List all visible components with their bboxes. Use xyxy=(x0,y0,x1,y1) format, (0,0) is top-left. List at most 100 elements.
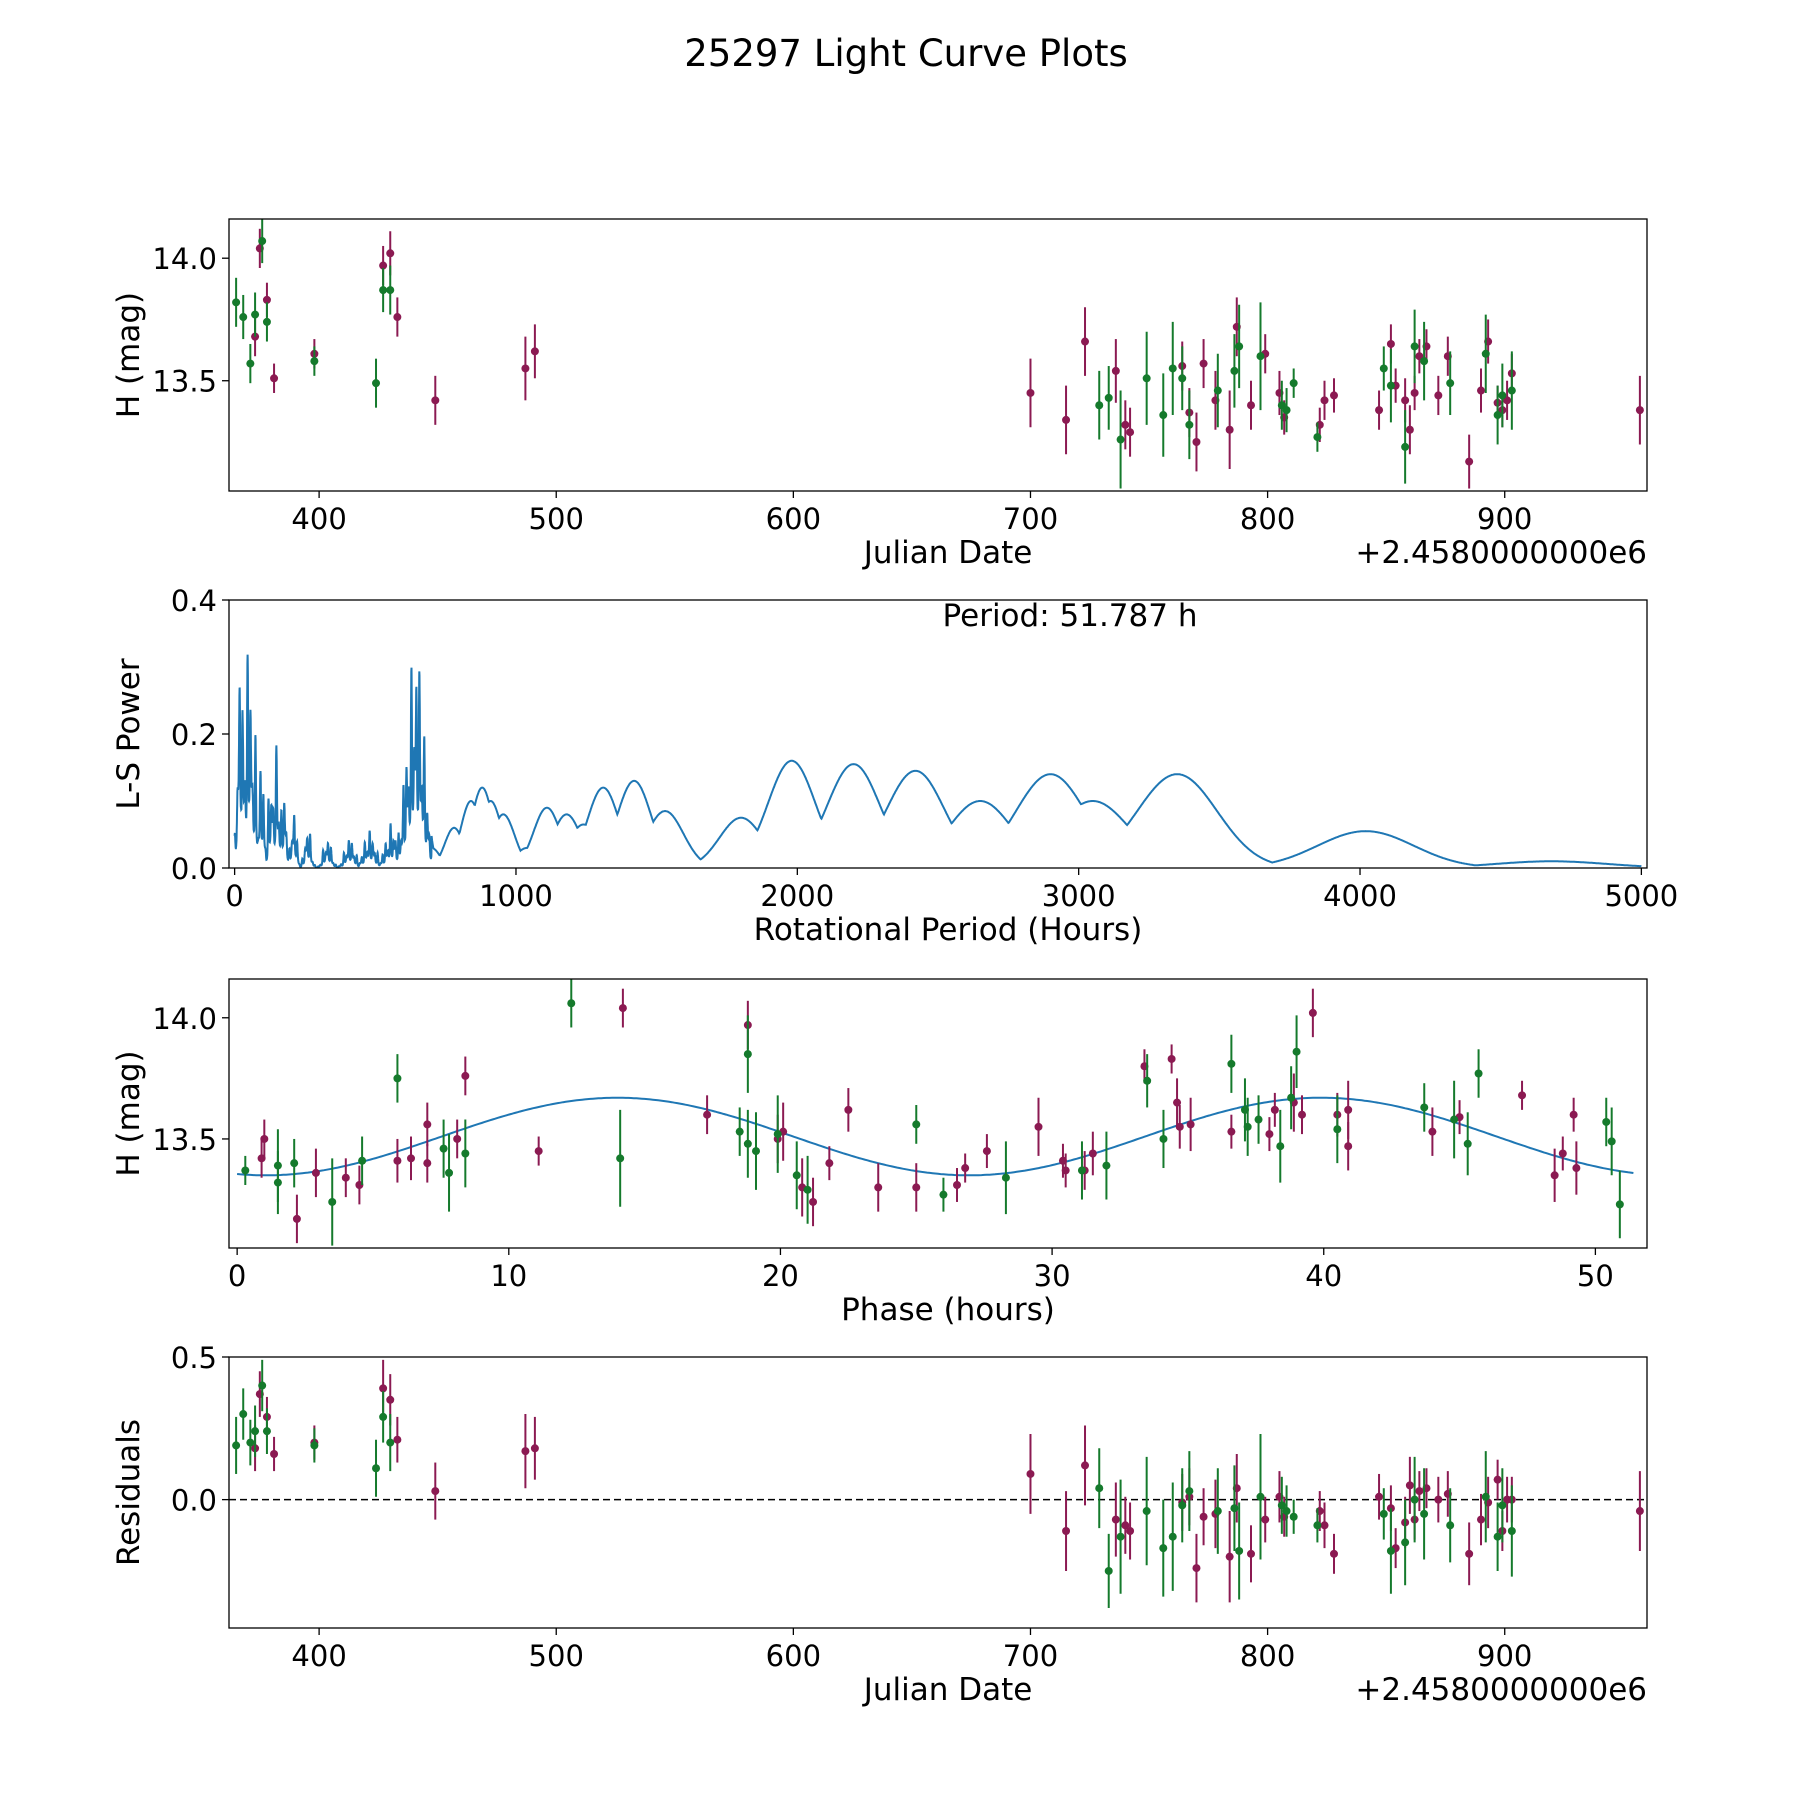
x-offset-label: +2.4580000000e6 xyxy=(1355,1672,1647,1708)
data-point xyxy=(567,999,576,1008)
data-point xyxy=(1507,1527,1516,1536)
data-points-group xyxy=(241,979,1624,1246)
data-point xyxy=(1635,406,1644,415)
data-point xyxy=(1474,1069,1483,1078)
data-point xyxy=(1287,1093,1296,1102)
data-point xyxy=(1344,1142,1353,1151)
data-point xyxy=(232,1441,241,1450)
data-point xyxy=(1192,437,1201,446)
data-point xyxy=(1550,1171,1559,1180)
data-point xyxy=(982,1147,991,1156)
data-point xyxy=(310,1441,319,1450)
data-point xyxy=(1001,1173,1010,1182)
data-point xyxy=(1320,396,1329,405)
data-point xyxy=(461,1149,470,1158)
data-point xyxy=(616,1154,625,1163)
panel-phased-curve: 0 10 20 30 40 50 13.5 14.0 Phase (hours) H (mag) xyxy=(111,978,1648,1328)
data-point xyxy=(372,379,381,388)
data-point xyxy=(1034,1122,1043,1131)
data-point xyxy=(386,1395,395,1404)
data-point xyxy=(1186,1120,1195,1129)
x-tick-label: 800 xyxy=(1240,1639,1295,1673)
data-point xyxy=(1450,1115,1459,1124)
data-point xyxy=(241,1166,250,1175)
data-point xyxy=(773,1130,782,1139)
panel-periodogram: 0 1000 2000 3000 4000 5000 0.0 0.2 0.4 Rotational… xyxy=(111,584,1678,948)
axes-frame xyxy=(228,978,1648,1249)
x-tick-label: 500 xyxy=(529,1639,584,1673)
data-point xyxy=(1256,352,1265,361)
data-point xyxy=(1507,386,1516,395)
data-point xyxy=(1159,411,1168,420)
x-tick-label: 900 xyxy=(1477,1639,1532,1673)
data-point xyxy=(1102,1161,1111,1170)
data-point xyxy=(1192,1564,1201,1573)
data-point xyxy=(292,1214,301,1223)
data-point xyxy=(1344,1105,1353,1114)
data-point xyxy=(1225,1552,1234,1561)
data-point xyxy=(431,396,440,405)
x-tick-label: 700 xyxy=(1003,1639,1058,1673)
data-point xyxy=(703,1110,712,1119)
data-point xyxy=(1277,1501,1286,1510)
data-point xyxy=(258,1381,267,1390)
data-point xyxy=(1116,1532,1125,1541)
x-tick-label: 0 xyxy=(228,1259,246,1293)
y-tick-label: 13.5 xyxy=(152,1123,217,1157)
data-point xyxy=(1379,364,1388,373)
data-point xyxy=(1111,366,1120,375)
data-point xyxy=(1420,357,1429,366)
data-point xyxy=(1081,1461,1090,1470)
data-point xyxy=(521,1447,530,1456)
data-point xyxy=(1230,366,1239,375)
data-point xyxy=(270,374,279,383)
data-point xyxy=(358,1156,367,1165)
data-point xyxy=(379,1384,388,1393)
data-point xyxy=(912,1183,921,1192)
x-tick-label: 40 xyxy=(1305,1259,1342,1293)
y-tick-label: 0.2 xyxy=(171,718,217,752)
data-points-group xyxy=(232,1359,1644,1609)
data-point xyxy=(1081,337,1090,346)
data-point xyxy=(953,1180,962,1189)
data-point xyxy=(1602,1117,1611,1126)
data-point xyxy=(1247,401,1256,410)
data-point xyxy=(1313,433,1322,442)
data-point xyxy=(1227,1059,1236,1068)
data-point xyxy=(1498,391,1507,400)
y-axis-label: H (mag) xyxy=(111,292,147,418)
data-point xyxy=(1410,342,1419,351)
data-point xyxy=(874,1183,883,1192)
data-point xyxy=(1434,1495,1443,1504)
y-tick-label: 0.0 xyxy=(171,1484,217,1518)
data-point xyxy=(379,261,388,270)
data-point xyxy=(1298,1110,1307,1119)
x-tick-label: 700 xyxy=(1003,502,1058,536)
data-point xyxy=(1159,1134,1168,1143)
data-point xyxy=(1558,1149,1567,1158)
panel-residuals: 400 500 600 700 800 900 0.0 0.5 Julian Date Resid… xyxy=(111,1341,1648,1708)
data-point xyxy=(310,357,319,366)
axes-frame xyxy=(228,599,1648,869)
periodogram-line xyxy=(233,654,1642,868)
data-point xyxy=(1635,1507,1644,1516)
data-point xyxy=(379,1412,388,1421)
data-point xyxy=(311,1168,320,1177)
data-point xyxy=(1386,381,1395,390)
x-axis-label: Julian Date xyxy=(862,535,1033,571)
x-tick-label: 20 xyxy=(762,1259,799,1293)
y-tick-label: 14.0 xyxy=(152,1002,217,1036)
data-point xyxy=(1213,1507,1222,1516)
data-point xyxy=(1282,1507,1291,1516)
data-point xyxy=(290,1159,299,1168)
data-point xyxy=(1289,379,1298,388)
data-point xyxy=(423,1159,432,1168)
data-point xyxy=(1493,1475,1502,1484)
data-point xyxy=(372,1464,381,1473)
data-point xyxy=(1121,420,1130,429)
x-tick-label: 900 xyxy=(1477,502,1532,536)
data-point xyxy=(1401,396,1410,405)
x-tick-label: 10 xyxy=(490,1259,527,1293)
data-point xyxy=(258,237,267,246)
